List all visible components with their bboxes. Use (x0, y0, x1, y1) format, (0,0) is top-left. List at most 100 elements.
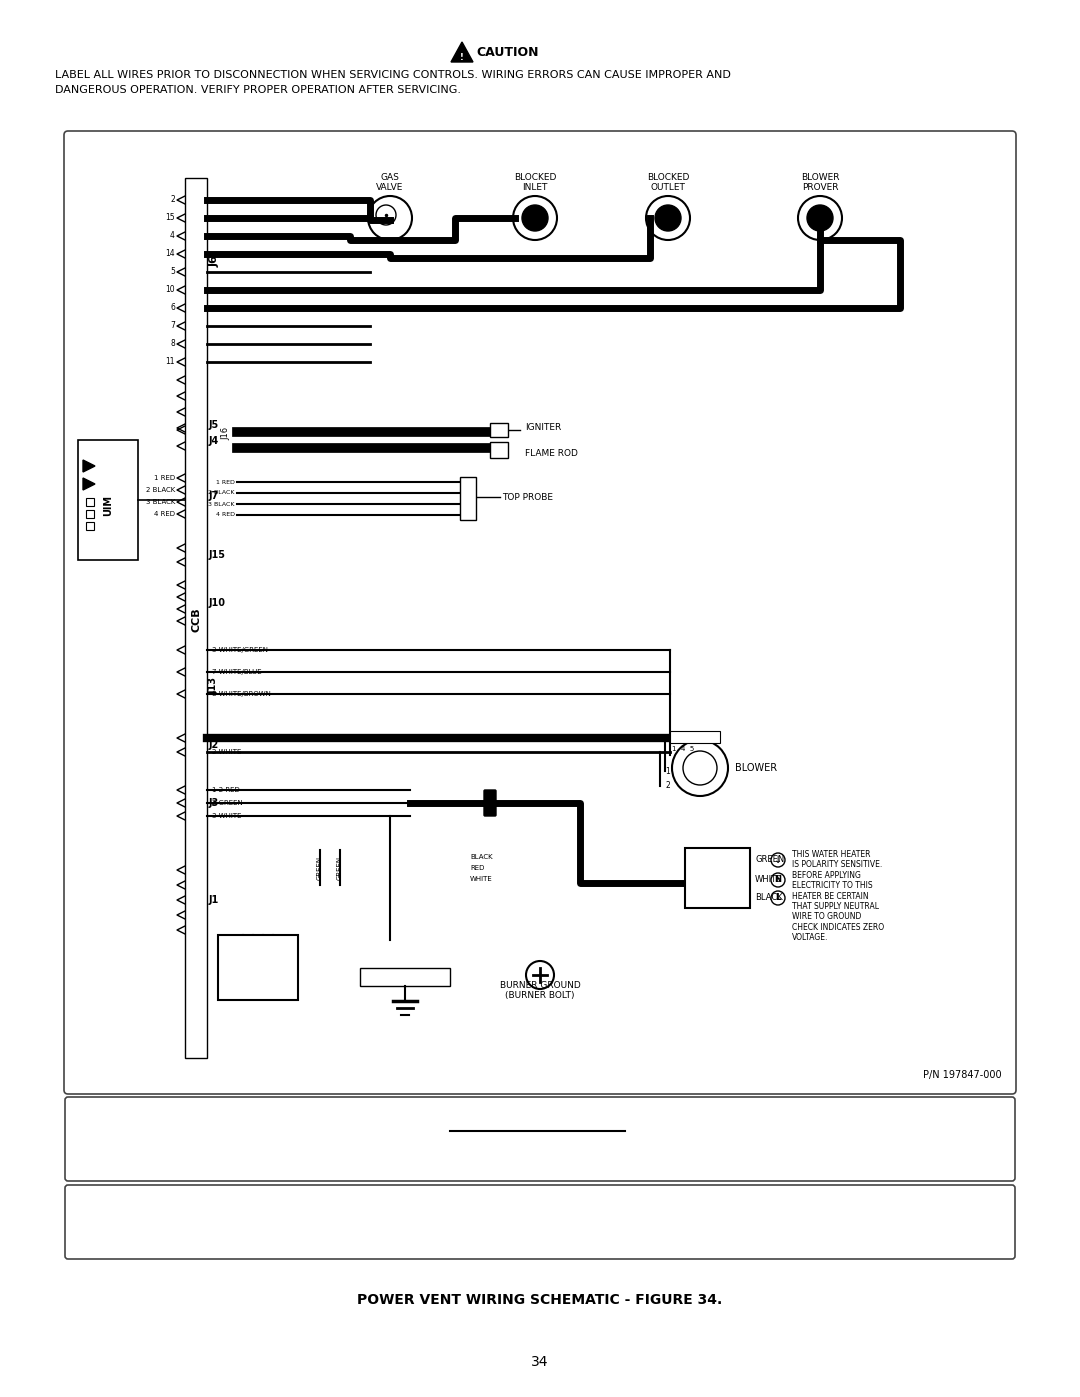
Text: 14: 14 (165, 250, 175, 258)
Bar (670, 731, 720, 743)
Text: J6: J6 (210, 256, 220, 267)
Text: RED: RED (470, 865, 484, 870)
Text: BLOWER: BLOWER (735, 763, 778, 773)
Text: BURNER GROUND
(BURNER BOLT): BURNER GROUND (BURNER BOLT) (500, 981, 580, 1000)
Text: 8 WHITE/BROWN: 8 WHITE/BROWN (212, 692, 271, 697)
Text: J1: J1 (210, 895, 219, 905)
Text: 3 BLACK: 3 BLACK (146, 499, 175, 504)
Text: GROUND STRIP: GROUND STRIP (370, 975, 440, 983)
Text: 8: 8 (171, 339, 175, 348)
Text: 3 BLACK: 3 BLACK (208, 502, 235, 507)
Text: 1 RED: 1 RED (216, 479, 235, 485)
Text: P/N 197847-000: P/N 197847-000 (923, 1070, 1002, 1080)
Text: 34: 34 (531, 1355, 549, 1369)
FancyBboxPatch shape (64, 131, 1016, 1094)
Bar (86, 497, 94, 506)
Text: CAUTION: CAUTION (476, 46, 539, 59)
Text: N: N (774, 876, 782, 884)
Text: J3: J3 (210, 798, 219, 807)
Text: BLACK: BLACK (470, 854, 492, 861)
Text: J13: J13 (210, 676, 219, 693)
Text: GREEN: GREEN (755, 855, 784, 865)
Text: GAS
VALVE: GAS VALVE (376, 173, 404, 191)
Text: 4 RED: 4 RED (216, 513, 235, 517)
Text: 1 2 RED: 1 2 RED (212, 787, 240, 793)
Text: DANGEROUS OPERATION. VERIFY PROPER OPERATION AFTER SERVICING.: DANGEROUS OPERATION. VERIFY PROPER OPERA… (55, 85, 461, 95)
Text: L: L (775, 894, 781, 902)
Text: 1  4  5: 1 4 5 (672, 746, 694, 752)
Bar (490, 441, 508, 458)
Bar (78, 440, 138, 560)
Text: 4: 4 (171, 232, 175, 240)
FancyBboxPatch shape (65, 1185, 1015, 1259)
Text: REPLACE ALL DOORS AND PANELS BEFORE OPERATING HEATER.: REPLACE ALL DOORS AND PANELS BEFORE OPER… (341, 1160, 739, 1171)
Text: J2: J2 (210, 740, 219, 750)
Text: 3 WHITE: 3 WHITE (212, 813, 242, 819)
Text: 2: 2 (171, 196, 175, 204)
Text: J5: J5 (210, 420, 219, 430)
Text: J16: J16 (221, 426, 230, 440)
Bar (86, 522, 94, 529)
Text: 10: 10 (165, 285, 175, 295)
Circle shape (654, 205, 681, 231)
Text: DISCONNECT FROM ELECTRICAL SUPPLY BEFORE SERVICING UNIT.: DISCONNECT FROM ELECTRICAL SUPPLY BEFORE… (335, 1146, 745, 1155)
Text: 2: 2 (665, 781, 670, 791)
Text: IGNITER: IGNITER (525, 422, 562, 432)
Text: J10: J10 (210, 598, 226, 608)
Text: 5: 5 (171, 267, 175, 277)
Circle shape (522, 205, 548, 231)
Text: 1 BLACK: 1 BLACK (212, 735, 241, 740)
Text: TRANSFORMER
50VA: TRANSFORMER 50VA (224, 963, 292, 982)
Text: 7 WHITE/BLUE: 7 WHITE/BLUE (212, 669, 261, 675)
Text: J4: J4 (210, 436, 219, 446)
Text: THIS WATER HEATER
IS POLARITY SENSITIVE.
BEFORE APPLYING
ELECTRICITY TO THIS
HEA: THIS WATER HEATER IS POLARITY SENSITIVE.… (792, 849, 885, 942)
Text: UIM: UIM (103, 495, 113, 515)
Text: 1: 1 (665, 767, 670, 775)
Text: ↓: ↓ (774, 855, 782, 865)
Bar (490, 423, 508, 437)
Bar (685, 848, 750, 908)
Text: BLOCKED
INLET: BLOCKED INLET (514, 173, 556, 191)
Text: IF ANY OF THE ORIGINAL WIRES SUPPLIED WITH THE APPLIANCE MUST BE: IF ANY OF THE ORIGINAL WIRES SUPPLIED WI… (294, 1203, 786, 1217)
Text: 2 GREEN: 2 GREEN (212, 800, 243, 806)
Text: 4 RED: 4 RED (154, 511, 175, 517)
Text: WHITE: WHITE (470, 876, 492, 882)
Text: CCB: CCB (191, 608, 201, 633)
FancyBboxPatch shape (484, 789, 496, 816)
Text: JUNCTION
BOX: JUNCTION BOX (696, 869, 740, 887)
Text: POWER VENT WIRING SCHEMATIC - FIGURE 34.: POWER VENT WIRING SCHEMATIC - FIGURE 34. (357, 1294, 723, 1308)
Polygon shape (451, 42, 473, 61)
Text: 1 RED: 1 RED (153, 475, 175, 481)
Bar (360, 968, 450, 986)
Bar (86, 510, 94, 518)
Polygon shape (83, 460, 95, 472)
Text: FLAME ROD: FLAME ROD (525, 448, 578, 457)
Text: !: ! (460, 53, 464, 61)
Text: TOP PROBE: TOP PROBE (502, 493, 553, 502)
Text: WHITE: WHITE (755, 876, 782, 884)
Text: 3 WHITE/GREEN: 3 WHITE/GREEN (212, 647, 268, 652)
Text: 15: 15 (165, 214, 175, 222)
Text: 2 BLACK: 2 BLACK (146, 488, 175, 493)
Text: GREEN: GREEN (337, 855, 343, 880)
Bar (460, 476, 476, 520)
Text: 2 BLACK: 2 BLACK (208, 490, 235, 496)
Text: BLOCKED
OUTLET: BLOCKED OUTLET (647, 173, 689, 191)
Text: WARNING: WARNING (468, 1111, 612, 1134)
Text: GREEN: GREEN (318, 855, 323, 880)
Bar (218, 935, 298, 1000)
Text: 7: 7 (171, 321, 175, 331)
Text: 6: 6 (171, 303, 175, 313)
Bar (185, 177, 207, 1058)
Text: MINIMUM TEMPERATURE RATING OF 105°C AND A MINIMUM SIZE OF NO. 18 AWG.: MINIMUM TEMPERATURE RATING OF 105°C AND … (269, 1235, 811, 1249)
Text: BLACK: BLACK (755, 894, 783, 902)
Text: J15: J15 (210, 550, 226, 560)
Text: 11: 11 (165, 358, 175, 366)
Circle shape (807, 205, 833, 231)
Text: REPLACED, IT MUST BE REPLACED WITH APPLIANCE WIRE MATERIAL WITH: REPLACED, IT MUST BE REPLACED WITH APPLI… (294, 1220, 786, 1232)
Text: BLOWER
PROVER: BLOWER PROVER (800, 173, 839, 191)
Text: LABEL ALL WIRES PRIOR TO DISCONNECTION WHEN SERVICING CONTROLS. WIRING ERRORS CA: LABEL ALL WIRES PRIOR TO DISCONNECTION W… (55, 70, 731, 80)
Text: J7: J7 (210, 490, 219, 502)
Polygon shape (83, 478, 95, 490)
Text: 2 WHITE: 2 WHITE (212, 749, 241, 754)
